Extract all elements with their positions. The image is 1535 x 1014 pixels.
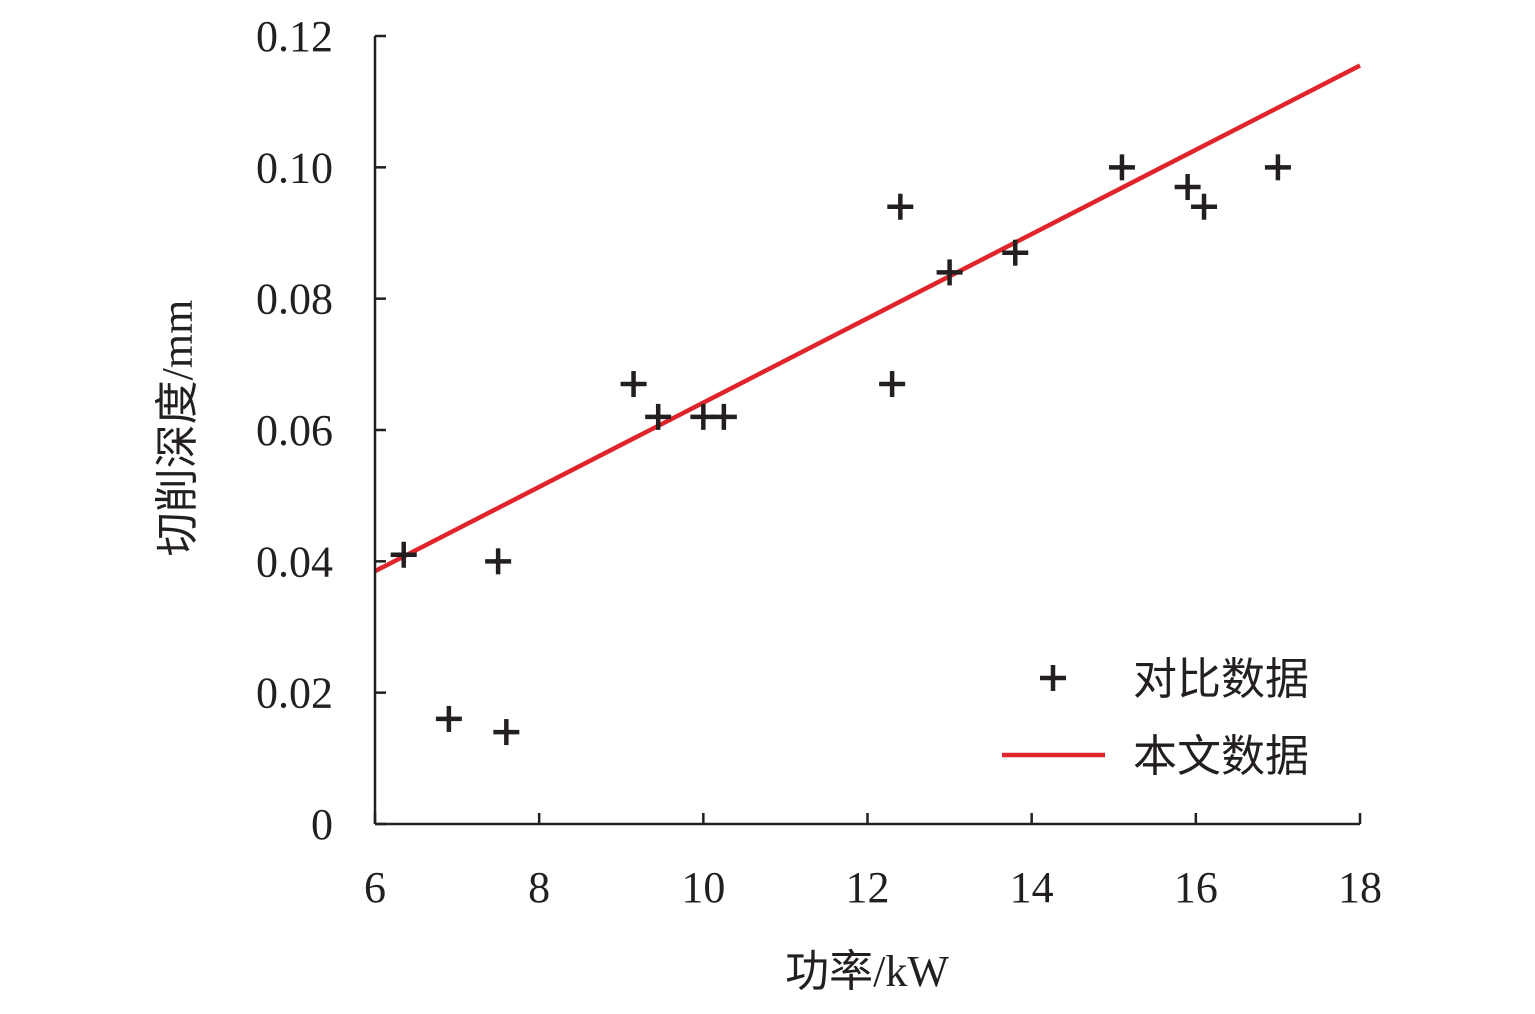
legend: 对比数据 本文数据 — [1002, 655, 1309, 781]
scatter-point-plus — [879, 371, 906, 398]
y-tick-label: 0.02 — [256, 669, 333, 718]
x-tick-label: 14 — [1010, 863, 1054, 912]
y-tick-label: 0 — [311, 800, 333, 849]
x-tick-label: 12 — [846, 863, 890, 912]
fit-line — [373, 63, 1362, 574]
scatter-point-plus — [1191, 193, 1218, 220]
legend-item-line: 本文数据 — [1002, 732, 1309, 781]
x-tick-label: 8 — [528, 863, 550, 912]
scatter-point-plus — [493, 719, 520, 746]
legend-item-scatter: 对比数据 — [1040, 655, 1309, 704]
scatter-point-plus — [645, 403, 672, 430]
y-axis-title: 切削深度/mm — [153, 300, 202, 557]
x-axis-ticks: 6 8 10 12 14 16 18 — [364, 813, 1382, 912]
scatter-point-plus — [936, 259, 963, 286]
scatter-point-plus — [1002, 239, 1029, 266]
scatter-point-plus — [1264, 154, 1291, 181]
legend-label-line: 本文数据 — [1133, 732, 1309, 781]
legend-label-scatter: 对比数据 — [1133, 655, 1309, 704]
y-tick-label: 0.12 — [256, 12, 333, 61]
y-tick-label: 0.08 — [256, 275, 333, 324]
scatter-point-plus — [390, 541, 417, 568]
y-tick-label: 0.06 — [256, 406, 333, 455]
scatter-point-plus — [710, 403, 737, 430]
x-tick-label: 18 — [1338, 863, 1382, 912]
x-tick-label: 10 — [681, 863, 725, 912]
x-tick-label: 16 — [1174, 863, 1218, 912]
scatter-point-plus — [435, 705, 462, 732]
y-tick-label: 0.04 — [256, 537, 333, 586]
chart-marks — [373, 63, 1362, 746]
scatter-point-plus — [1174, 174, 1201, 201]
legend-plus-marker-icon — [1040, 665, 1066, 691]
y-axis: 0 0.02 0.04 0.06 0.08 0.10 0.12 — [256, 12, 386, 849]
plot-area — [373, 63, 1362, 746]
x-tick-label: 6 — [364, 863, 386, 912]
scatter-point-plus — [1108, 154, 1135, 181]
scatter-point-plus — [887, 193, 914, 220]
scatter-point-plus — [485, 548, 512, 575]
scatter-point-plus — [620, 371, 647, 398]
y-tick-label: 0.10 — [256, 143, 333, 192]
x-axis-title: 功率/kW — [785, 947, 949, 996]
y-axis-ticks: 0 0.02 0.04 0.06 0.08 0.10 0.12 — [256, 12, 386, 849]
x-axis: 6 8 10 12 14 16 18 — [364, 813, 1382, 912]
